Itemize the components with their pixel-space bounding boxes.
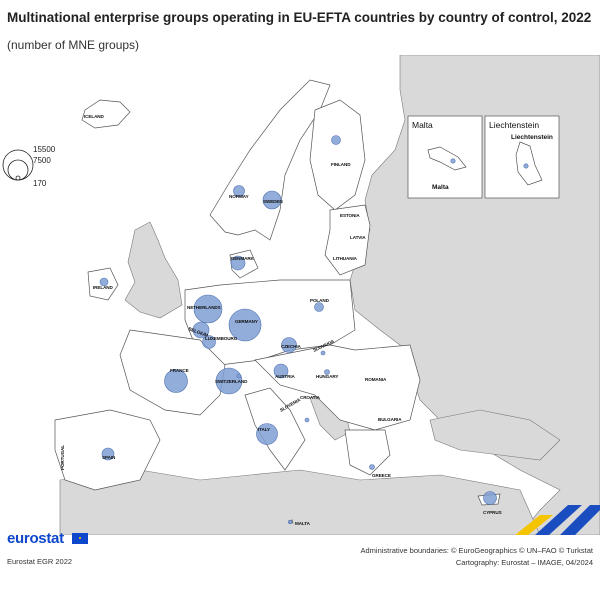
baltics-shape bbox=[324, 204, 371, 276]
label-spain: SPAIN bbox=[102, 455, 116, 460]
malta-inset-label: Malta bbox=[432, 184, 449, 191]
legend-value-small: 170 bbox=[33, 179, 47, 188]
label-bulgaria: BULGARIA bbox=[378, 417, 402, 422]
bubble-austria bbox=[273, 363, 289, 379]
liechtenstein-inset-label: Liechtenstein bbox=[511, 134, 553, 141]
label-latvia: LATVIA bbox=[350, 235, 366, 240]
bubble-denmark bbox=[230, 255, 246, 271]
label-poland: POLAND bbox=[310, 298, 330, 303]
bubble-hungary bbox=[324, 369, 330, 375]
label-switzerland: SWITZERLAND bbox=[215, 379, 248, 384]
label-italy: ITALY bbox=[258, 427, 270, 432]
label-czechia: CZECHIA bbox=[281, 344, 301, 349]
bubble-ireland bbox=[99, 277, 109, 287]
label-norway: NORWAY bbox=[229, 194, 249, 199]
bubble-malta-inset bbox=[450, 158, 456, 164]
bubble-greece bbox=[369, 464, 375, 470]
southeast-europe-shape bbox=[254, 344, 421, 431]
liechtenstein-inset-shape bbox=[515, 141, 543, 186]
bubble-finland bbox=[331, 135, 341, 145]
boundaries-credit: Administrative boundaries: © EuroGeograp… bbox=[360, 546, 593, 555]
decorative-stripes bbox=[515, 505, 600, 535]
norway-sweden-shape bbox=[209, 79, 331, 241]
legend-circle-small bbox=[15, 175, 21, 181]
eurostat-logo: eurostat bbox=[7, 530, 64, 547]
malta-inset-shape bbox=[427, 146, 467, 171]
credits: Administrative boundaries: © EuroGeograp… bbox=[360, 545, 593, 569]
bubble-poland bbox=[314, 302, 324, 312]
bubble-france bbox=[164, 369, 188, 393]
label-ireland: IRELAND bbox=[93, 285, 113, 290]
bubble-slovakia bbox=[320, 350, 326, 356]
label-netherlands: NETHERLANDS bbox=[187, 305, 221, 310]
great-britain-shape bbox=[124, 221, 183, 319]
malta-inset: Malta Malta bbox=[407, 115, 483, 199]
iceland-shape bbox=[81, 99, 131, 129]
label-luxembourg: LUXEMBOURG bbox=[205, 336, 238, 341]
bubble-cyprus bbox=[483, 491, 497, 505]
bubble-luxembourg bbox=[202, 335, 216, 349]
malta-inset-title: Malta bbox=[412, 120, 433, 130]
liechtenstein-inset-title: Liechtenstein bbox=[489, 120, 539, 130]
bubble-italy bbox=[256, 423, 278, 445]
label-croatia: CROATIA bbox=[300, 395, 321, 400]
label-sweden: SWEDEN bbox=[263, 199, 283, 204]
greece-shape bbox=[344, 429, 391, 476]
label-malta: MALTA bbox=[295, 521, 311, 526]
map-title: Multinational enterprise groups operatin… bbox=[7, 10, 592, 25]
bubble-germany bbox=[228, 308, 262, 342]
legend-circle-large bbox=[2, 149, 34, 181]
label-cyprus: CYPRUS bbox=[483, 510, 502, 515]
label-lithuania: LITHUANIA bbox=[333, 256, 358, 261]
source-note: Eurostat EGR 2022 bbox=[7, 557, 73, 566]
eu-flag-icon bbox=[72, 533, 88, 544]
legend-circle-medium bbox=[7, 159, 29, 181]
label-germany: GERMANY bbox=[235, 319, 258, 324]
legend-value-large: 15500 bbox=[33, 145, 56, 154]
bubble-malta bbox=[287, 519, 293, 525]
finland-shape bbox=[309, 99, 366, 211]
label-belgium: BELGIUM bbox=[188, 326, 209, 338]
label-hungary: HUNGARY bbox=[316, 374, 338, 379]
blue-stripe bbox=[535, 505, 582, 535]
blue-stripe-2 bbox=[560, 505, 600, 535]
label-france: FRANCE bbox=[170, 368, 189, 373]
bubble-slovenia bbox=[304, 417, 310, 423]
bubble-liechtenstein-inset bbox=[523, 163, 529, 169]
bubble-liechtenstein bbox=[236, 373, 242, 379]
north-africa-shape bbox=[59, 469, 541, 535]
liechtenstein-inset: Liechtenstein Liechtenstein bbox=[484, 115, 560, 199]
label-finland: FINLAND bbox=[331, 162, 351, 167]
cartography-credit: Cartography: Eurostat – IMAGE, 04/2024 bbox=[455, 558, 593, 567]
turkey-shape bbox=[429, 409, 561, 461]
bubble-netherlands bbox=[193, 294, 223, 324]
bubble-norway bbox=[233, 185, 245, 197]
legend-value-medium: 7500 bbox=[33, 156, 51, 165]
bubble-spain bbox=[101, 447, 115, 461]
europe-map: Malta Malta Liechtenstein Liechtenstein … bbox=[2, 55, 600, 535]
label-greece: GREECE bbox=[372, 473, 391, 478]
yellow-stripe bbox=[515, 515, 553, 535]
label-estonia: ESTONIA bbox=[340, 213, 360, 218]
size-legend bbox=[2, 149, 34, 181]
map-subtitle: (number of MNE groups) bbox=[7, 38, 140, 52]
label-iceland: ICELAND bbox=[84, 114, 104, 119]
bubble-switzerland bbox=[215, 367, 243, 395]
label-romania: ROMANIA bbox=[365, 377, 387, 382]
bubble-sweden bbox=[262, 190, 282, 210]
bubble-belgium bbox=[192, 321, 210, 339]
label-portugal: PORTUGAL bbox=[60, 445, 65, 470]
label-austria: AUSTRIA bbox=[275, 374, 295, 379]
label-denmark: DENMARK bbox=[231, 256, 255, 261]
bubbles bbox=[99, 135, 529, 525]
bubble-czechia bbox=[281, 337, 297, 353]
